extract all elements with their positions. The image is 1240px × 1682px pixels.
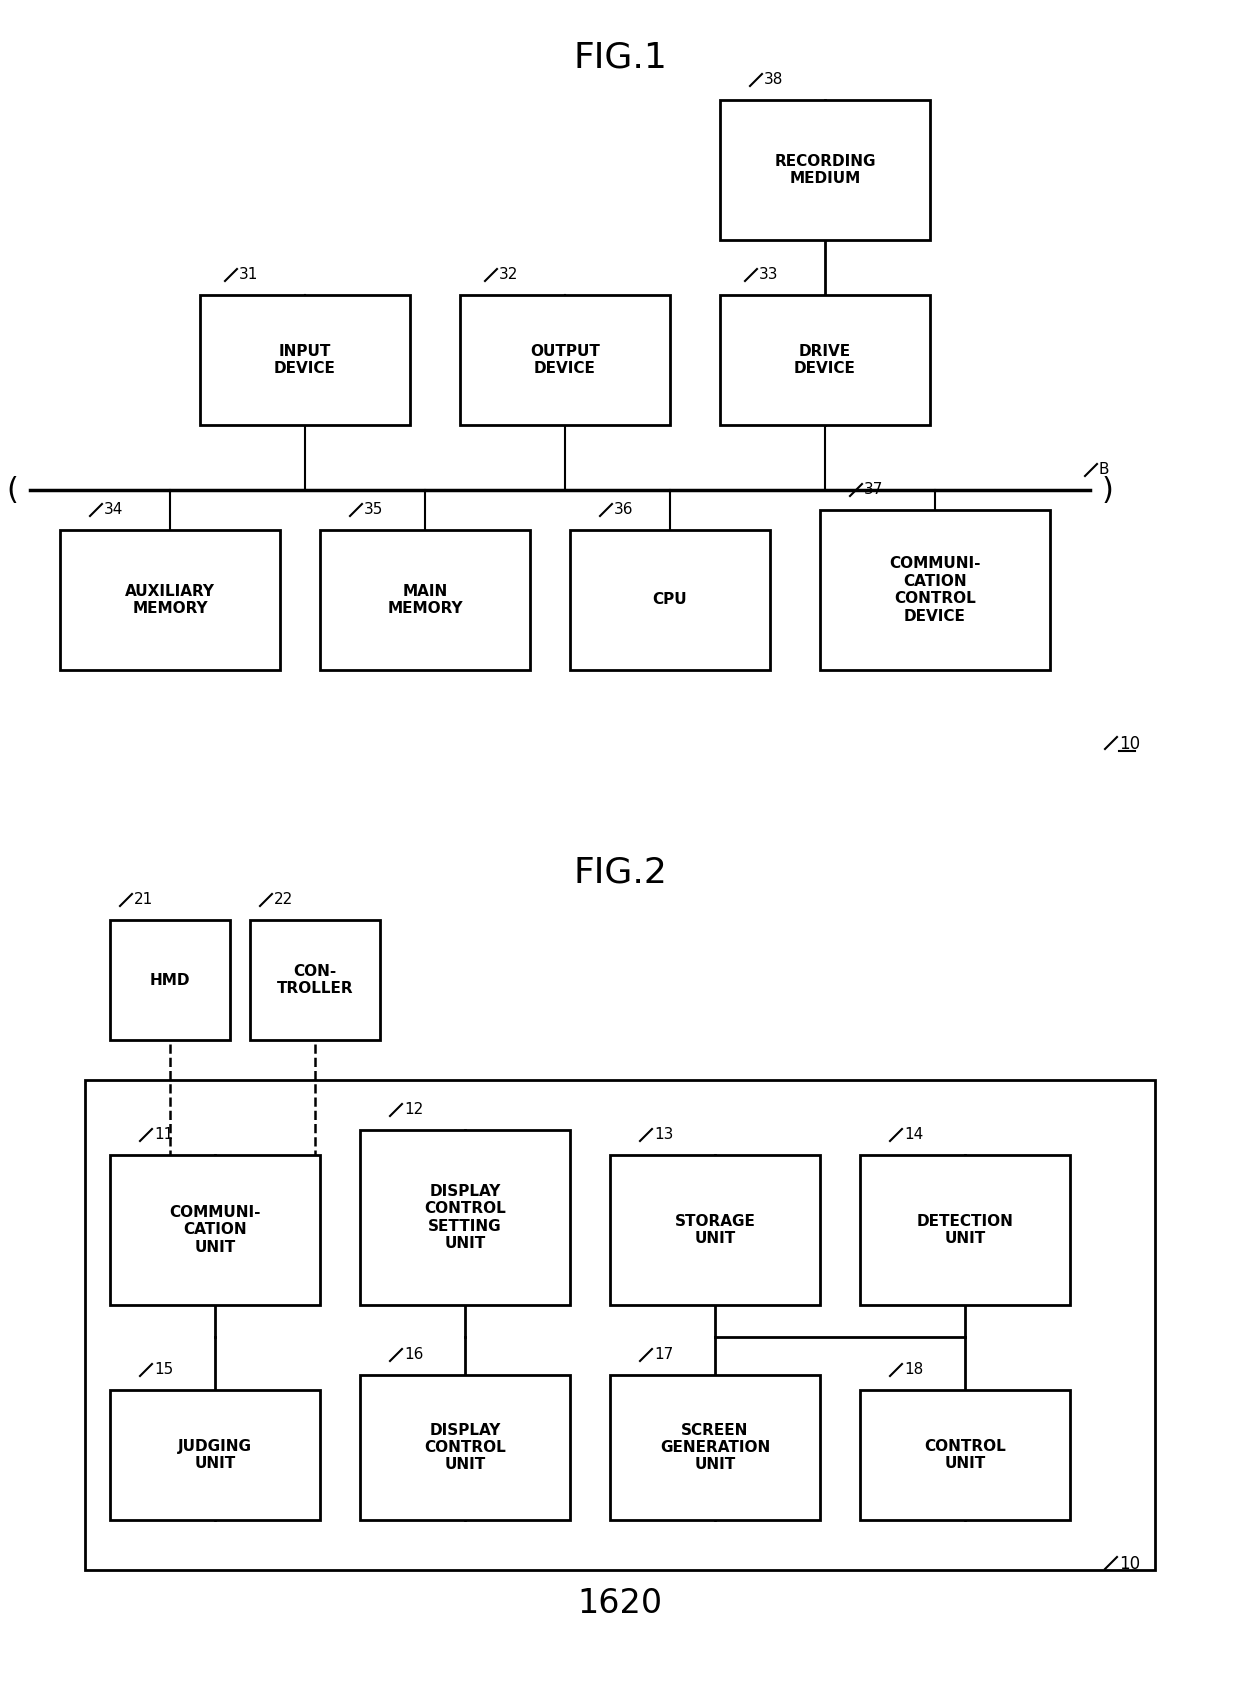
Bar xyxy=(460,294,670,426)
Text: 1620: 1620 xyxy=(578,1588,662,1620)
Bar xyxy=(610,1156,820,1305)
Text: 18: 18 xyxy=(904,1362,924,1378)
Text: FIG.2: FIG.2 xyxy=(573,854,667,890)
Text: 15: 15 xyxy=(154,1362,174,1378)
Text: 22: 22 xyxy=(274,891,293,907)
Bar xyxy=(861,1389,1070,1521)
Bar xyxy=(250,920,379,1039)
Text: CPU: CPU xyxy=(652,592,687,607)
Text: DISPLAY
CONTROL
SETTING
UNIT: DISPLAY CONTROL SETTING UNIT xyxy=(424,1184,506,1251)
Text: DISPLAY
CONTROL
UNIT: DISPLAY CONTROL UNIT xyxy=(424,1423,506,1472)
Text: 12: 12 xyxy=(404,1102,423,1117)
Text: COMMUNI-
CATION
UNIT: COMMUNI- CATION UNIT xyxy=(169,1204,260,1255)
Text: ): ) xyxy=(1102,476,1114,505)
Text: DRIVE
DEVICE: DRIVE DEVICE xyxy=(794,343,856,377)
Text: CONTROL
UNIT: CONTROL UNIT xyxy=(924,1438,1006,1472)
Text: 33: 33 xyxy=(759,267,779,283)
Text: 38: 38 xyxy=(764,72,784,87)
Text: COMMUNI-
CATION
CONTROL
DEVICE: COMMUNI- CATION CONTROL DEVICE xyxy=(889,557,981,624)
Text: MAIN
MEMORY: MAIN MEMORY xyxy=(387,584,463,616)
Text: 31: 31 xyxy=(239,267,258,283)
Text: (: ( xyxy=(6,476,17,505)
Text: B: B xyxy=(1099,463,1110,478)
Text: 14: 14 xyxy=(904,1127,924,1142)
Text: 34: 34 xyxy=(104,501,123,516)
Text: FIG.1: FIG.1 xyxy=(573,40,667,74)
Bar xyxy=(360,1374,570,1521)
Bar xyxy=(570,530,770,669)
Text: RECORDING
MEDIUM: RECORDING MEDIUM xyxy=(774,153,875,187)
Text: 16: 16 xyxy=(404,1347,423,1362)
Text: HMD: HMD xyxy=(150,972,190,987)
Text: 10: 10 xyxy=(1118,1554,1140,1573)
Text: SCREEN
GENERATION
UNIT: SCREEN GENERATION UNIT xyxy=(660,1423,770,1472)
Text: OUTPUT
DEVICE: OUTPUT DEVICE xyxy=(529,343,600,377)
Text: 17: 17 xyxy=(653,1347,673,1362)
Text: 10: 10 xyxy=(1118,735,1140,754)
Bar xyxy=(60,530,280,669)
Bar xyxy=(861,1156,1070,1305)
Text: STORAGE
UNIT: STORAGE UNIT xyxy=(675,1214,755,1246)
Bar xyxy=(720,294,930,426)
Text: AUXILIARY
MEMORY: AUXILIARY MEMORY xyxy=(125,584,215,616)
Bar xyxy=(720,99,930,241)
Bar xyxy=(110,1156,320,1305)
Bar xyxy=(200,294,410,426)
Text: 21: 21 xyxy=(134,891,154,907)
Bar xyxy=(320,530,529,669)
Text: 11: 11 xyxy=(154,1127,174,1142)
Text: INPUT
DEVICE: INPUT DEVICE xyxy=(274,343,336,377)
Bar xyxy=(360,1130,570,1305)
Text: CON-
TROLLER: CON- TROLLER xyxy=(277,964,353,996)
Bar xyxy=(86,1080,1154,1569)
Text: 13: 13 xyxy=(653,1127,673,1142)
Text: 35: 35 xyxy=(365,501,383,516)
Text: 32: 32 xyxy=(498,267,518,283)
Text: JUDGING
UNIT: JUDGING UNIT xyxy=(179,1438,252,1472)
Text: 37: 37 xyxy=(864,483,883,496)
Text: 36: 36 xyxy=(614,501,634,516)
Text: DETECTION
UNIT: DETECTION UNIT xyxy=(916,1214,1013,1246)
Bar xyxy=(820,510,1050,669)
Bar xyxy=(110,920,229,1039)
Bar xyxy=(110,1389,320,1521)
Bar xyxy=(610,1374,820,1521)
